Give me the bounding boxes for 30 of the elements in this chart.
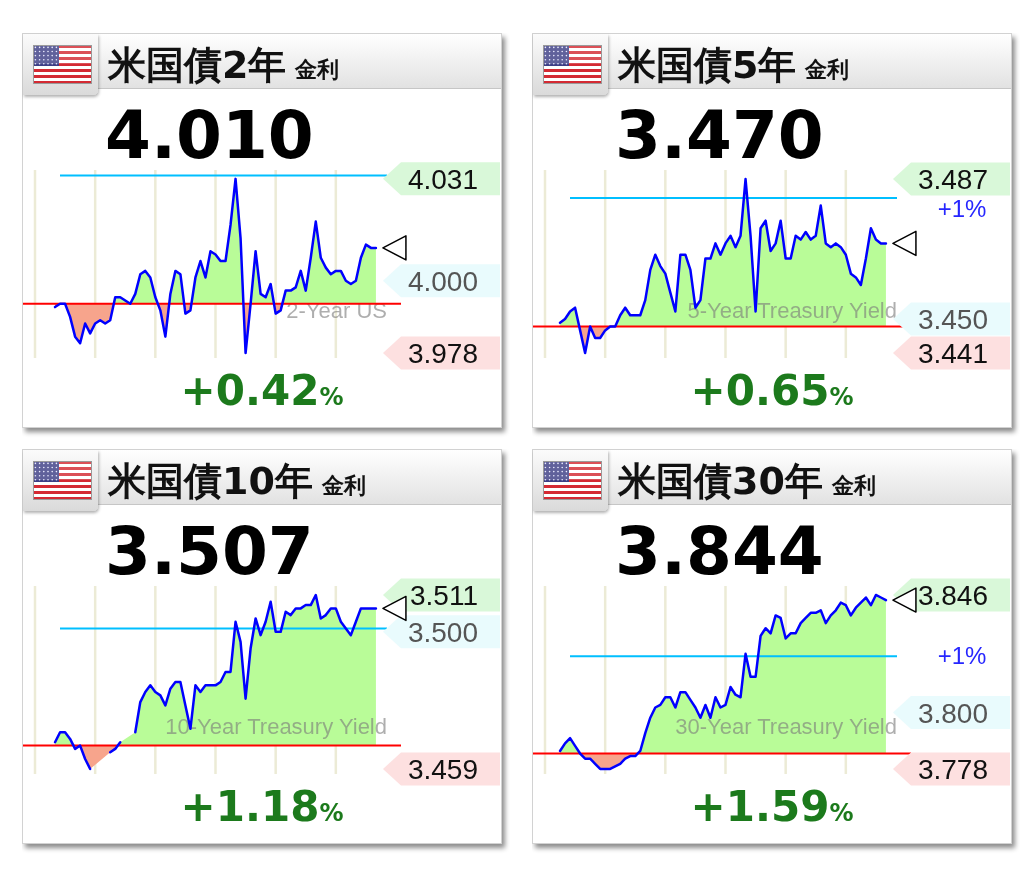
y-tick-label: 4.000	[407, 265, 478, 297]
text: +0.42%	[180, 366, 344, 415]
chart-title: 米国債30年	[617, 459, 823, 503]
y-tick-label: 3.487	[917, 164, 988, 196]
y-tick-label: 3.978	[407, 338, 478, 370]
chart-subtitle: 金利	[830, 473, 876, 498]
text: +1%	[937, 194, 987, 222]
y-tick-label: 3.441	[917, 338, 988, 370]
chart-subtitle: 金利	[294, 57, 340, 82]
annotation: 3.507	[105, 513, 314, 590]
chart-subtitle: 金利	[804, 57, 850, 82]
annotation: 3.844	[615, 513, 824, 590]
annotation: 3.470	[615, 97, 824, 174]
chart-title: 米国債10年	[107, 459, 313, 503]
y-tick-label: 3.846	[917, 579, 988, 611]
y-tick-label: 3.511	[410, 580, 478, 612]
chart-title: 米国債2年	[107, 43, 287, 87]
y-tick-label: 3.800	[917, 697, 988, 729]
y-tick-label: 4.031	[407, 163, 478, 195]
y-tick-label: 3.450	[917, 304, 988, 336]
annotation: 4.010	[105, 97, 314, 174]
text: +1.59%	[690, 782, 854, 831]
y-tick-label: 3.500	[407, 616, 478, 648]
text: +1.18%	[180, 782, 344, 831]
y-tick-label: 3.459	[407, 753, 478, 785]
text: +1%	[937, 642, 987, 670]
y-tick-label: 3.778	[917, 753, 988, 785]
chart-subtitle: 金利	[320, 473, 366, 498]
chart-title: 米国債5年	[617, 43, 797, 87]
text: +0.65%	[690, 366, 854, 415]
